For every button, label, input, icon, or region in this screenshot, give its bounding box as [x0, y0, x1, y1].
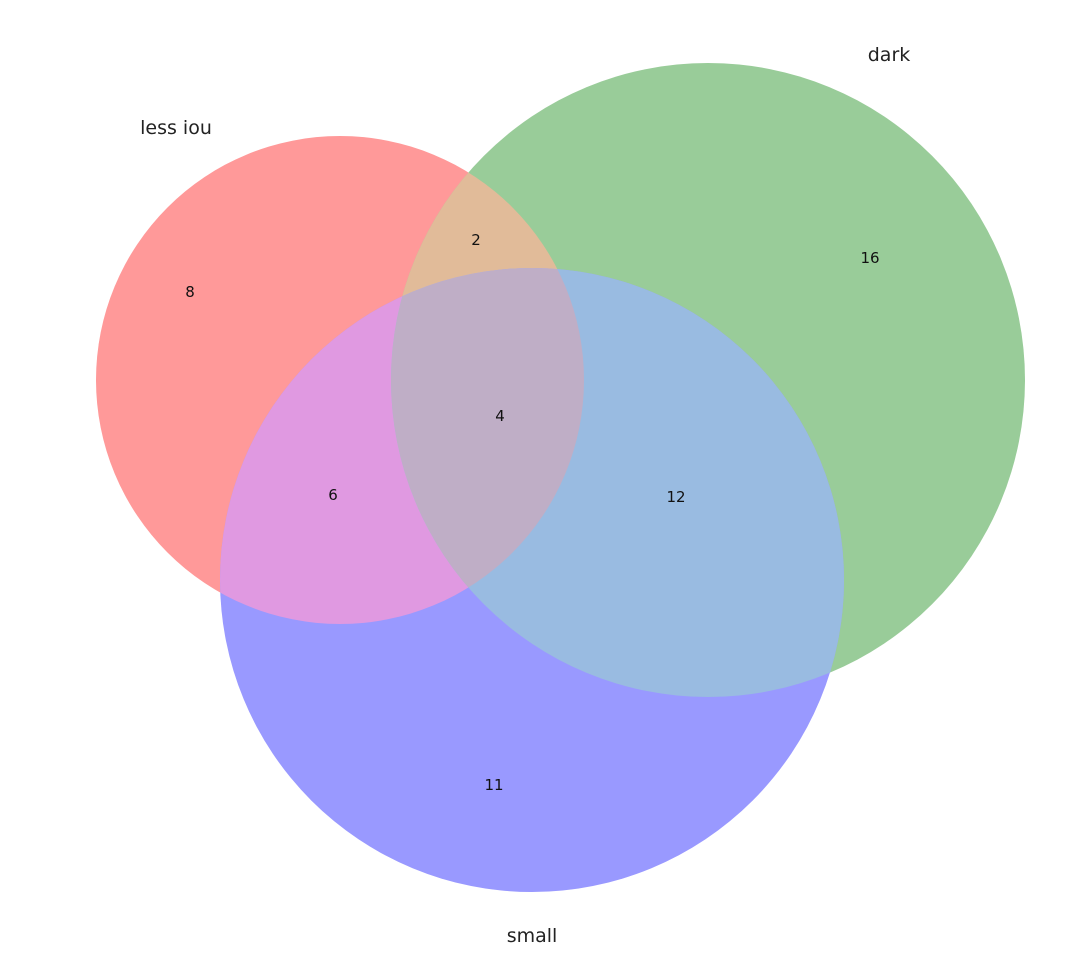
- region-count-all-three: 4: [495, 407, 505, 425]
- region-count-small-only: 11: [484, 776, 503, 794]
- region-count-less-iou-dark: 2: [471, 231, 481, 249]
- set-label-dark: dark: [868, 44, 911, 66]
- set-label-small: small: [507, 925, 558, 947]
- region-count-dark-small: 12: [666, 488, 685, 506]
- set-label-less-iou: less iou: [140, 117, 212, 139]
- region-count-dark-only: 16: [860, 249, 879, 267]
- region-count-less-iou-only: 8: [185, 283, 195, 301]
- region-count-less-iou-small: 6: [328, 486, 338, 504]
- overlap-dark-small: [391, 268, 844, 697]
